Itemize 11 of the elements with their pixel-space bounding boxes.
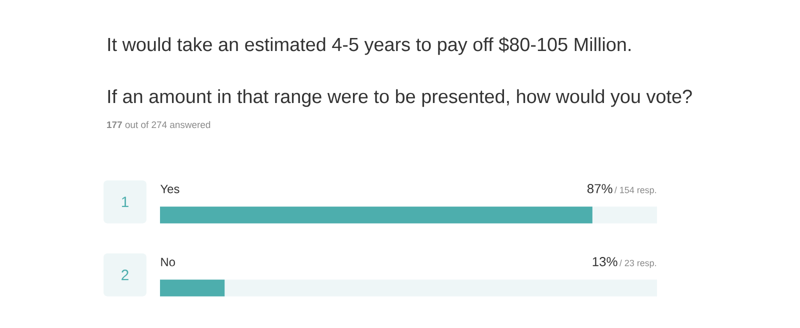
text: 1 (122, 196, 128, 208)
text: 177 out of 274 answered (107, 121, 210, 128)
data-label: 13% (592, 257, 618, 266)
y-tick-label: No (161, 258, 175, 266)
annotation: / 23 resp. (619, 260, 656, 268)
chart-title: It would take an estimated 4-5 years to pay off $80-105 Million. (108, 37, 630, 55)
data-label: 87% (587, 184, 612, 194)
y-tick-label: Yes (160, 184, 180, 194)
annotation: / 154 resp. (614, 186, 656, 195)
text: 2 (122, 270, 128, 280)
chart-subtitle: If an amount in that range were to be presented, how would you vote? (108, 89, 692, 107)
